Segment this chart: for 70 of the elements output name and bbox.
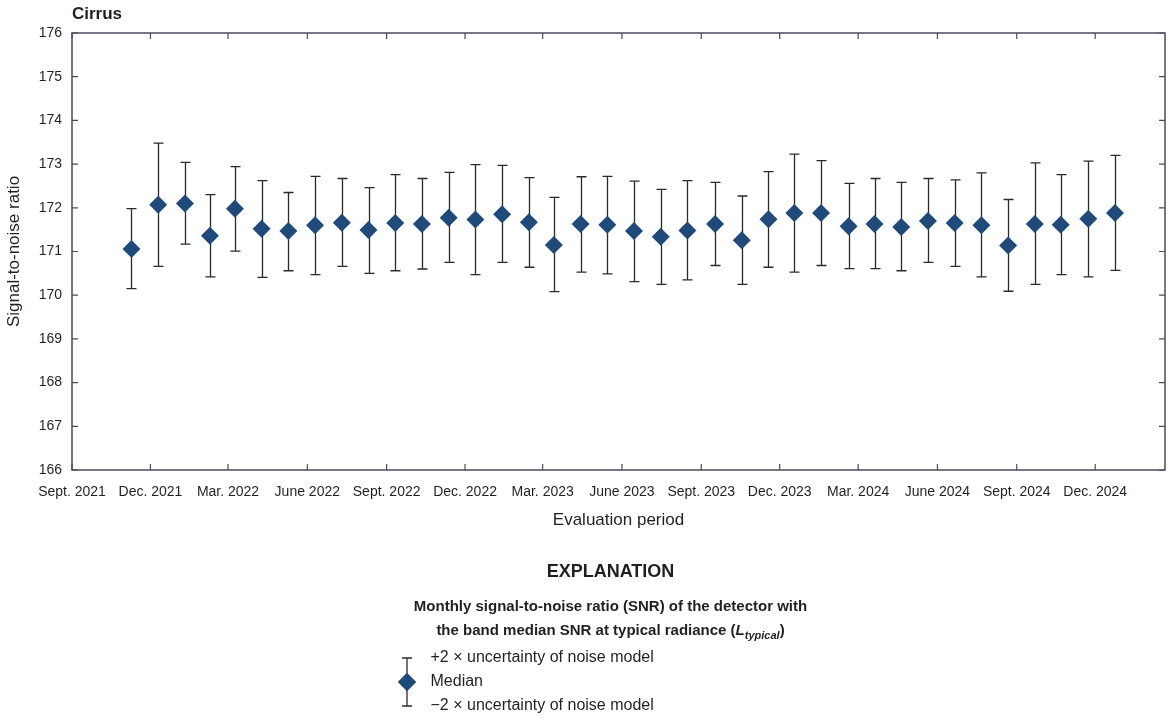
- point: [785, 204, 804, 223]
- x-tick-label: Dec. 2023: [747, 483, 812, 500]
- x-tick-label: Sept. 2022: [352, 483, 421, 500]
- y-tick-label: 168: [38, 373, 63, 390]
- point: [839, 217, 858, 236]
- point: [651, 227, 670, 246]
- point: [625, 221, 644, 240]
- point: [598, 215, 617, 234]
- y-tick-label: 169: [38, 329, 63, 346]
- point: [412, 214, 431, 233]
- x-tick-label: Mar. 2024: [827, 483, 890, 500]
- point: [759, 210, 778, 229]
- x-tick-label: June 2024: [904, 483, 971, 500]
- y-axis-title: Signal-to-noise ratio: [3, 175, 23, 328]
- point: [1051, 215, 1070, 234]
- y-tick-label: 174: [38, 111, 63, 128]
- y-tick-label: 166: [38, 460, 63, 477]
- point: [865, 214, 884, 233]
- point: [200, 226, 219, 245]
- point: [439, 208, 458, 227]
- text: −2 × uncertainty of noise model: [430, 696, 654, 714]
- y-tick-label: 176: [38, 23, 63, 40]
- legend-label: Median: [430, 672, 483, 690]
- y-tick-label: 171: [38, 242, 63, 259]
- x-tick-label: Mar. 2022: [196, 483, 260, 500]
- x-tick-label: Mar. 2023: [511, 483, 574, 500]
- point: [571, 214, 590, 233]
- x-tick-label: Dec. 2022: [433, 483, 498, 500]
- point: [493, 205, 512, 224]
- y-tick-label: 175: [38, 67, 63, 84]
- point: [972, 216, 991, 235]
- chart-title: Cirrus: [72, 3, 123, 23]
- point: [386, 214, 405, 233]
- point: [306, 216, 325, 235]
- point: [279, 221, 298, 240]
- x-tick-label: Sept. 2023: [667, 483, 736, 500]
- point: [945, 214, 964, 233]
- point: [999, 236, 1018, 255]
- point: [1025, 214, 1044, 233]
- point: [332, 213, 351, 232]
- point: [678, 221, 697, 240]
- y-tick-label: 170: [38, 286, 63, 303]
- text: +2 × uncertainty of noise model: [430, 648, 654, 666]
- x-axis-title: Evaluation period: [552, 510, 685, 530]
- x-tick-label: Dec. 2024: [1063, 483, 1128, 500]
- y-tick-label: 173: [38, 154, 63, 171]
- point: [706, 214, 725, 233]
- y-tick-label: 167: [38, 417, 63, 434]
- x-tick-label: June 2022: [274, 483, 341, 500]
- point: [544, 235, 563, 254]
- point: [252, 219, 271, 238]
- x-tick-label: Dec. 2021: [118, 483, 183, 500]
- point: [466, 210, 485, 229]
- point: [1079, 209, 1098, 228]
- x-tick-label: June 2023: [589, 483, 655, 500]
- point: [149, 195, 168, 214]
- point: [732, 231, 751, 250]
- point: [519, 213, 538, 232]
- point: [812, 204, 831, 223]
- x-tick-label: Sept. 2021: [38, 483, 107, 500]
- x-tick-label: Sept. 2024: [982, 483, 1051, 500]
- point: [175, 194, 194, 213]
- point: [918, 211, 937, 230]
- point: [1106, 204, 1125, 223]
- point: [359, 221, 378, 240]
- legend-title: EXPLANATION: [546, 560, 675, 581]
- y-tick-label: 172: [38, 198, 63, 215]
- point: [122, 239, 141, 258]
- point: [892, 218, 911, 237]
- point: [225, 199, 244, 218]
